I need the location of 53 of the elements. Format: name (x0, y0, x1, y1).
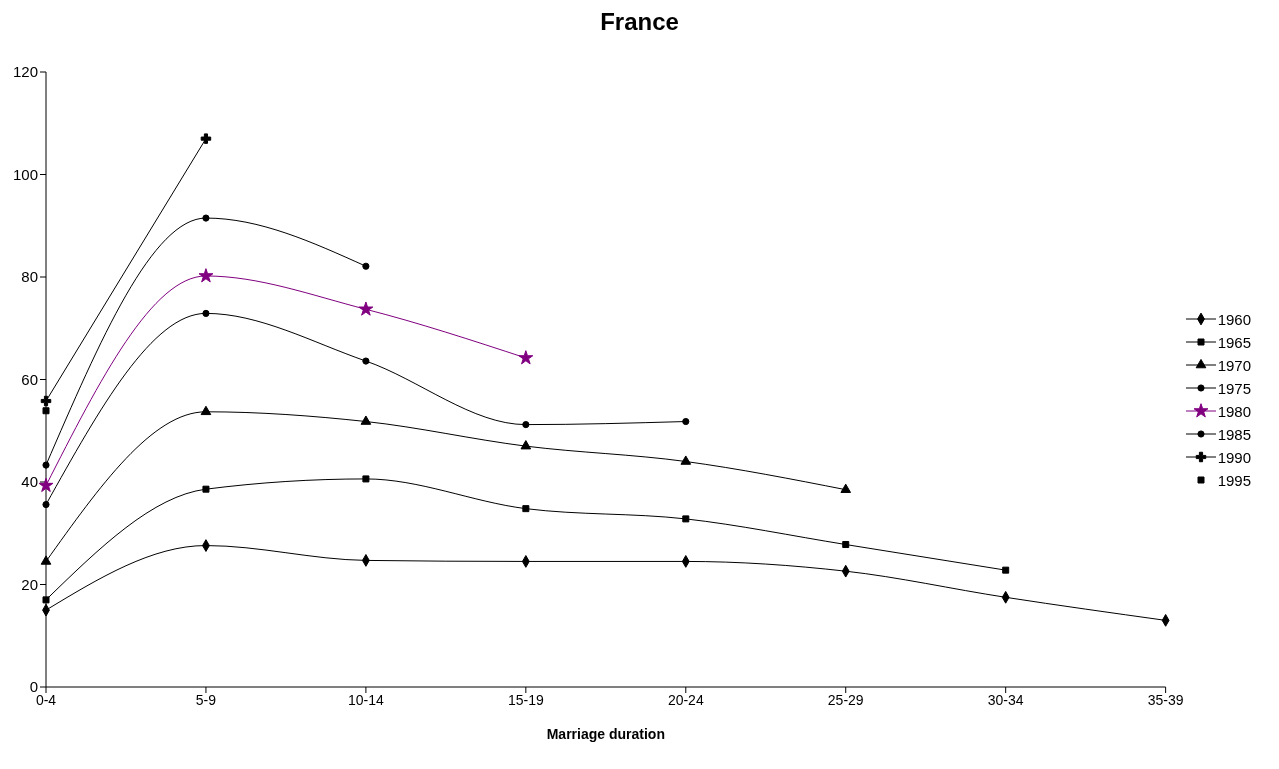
point (202, 485, 210, 493)
x-tick-label: 30-34 (987, 691, 1024, 708)
point (680, 455, 692, 465)
point (520, 440, 532, 450)
point (200, 133, 212, 144)
x-tick-label: 5-9 (195, 691, 217, 708)
x-tick-label: 15-19 (507, 691, 544, 708)
legend-label: 1995 (1217, 471, 1251, 489)
x-tick-label: 10-14 (347, 691, 385, 708)
legend-label: 1985 (1217, 425, 1251, 443)
point (360, 415, 372, 425)
point (198, 268, 214, 283)
y-tick-label: 0 (29, 678, 38, 696)
point (362, 475, 370, 483)
point (362, 357, 370, 365)
point (202, 214, 210, 222)
point (522, 421, 530, 429)
point (1002, 566, 1010, 574)
legend-label: 1980 (1217, 402, 1251, 420)
point (200, 405, 212, 416)
point (840, 483, 852, 493)
y-tick-label: 40 (21, 473, 38, 491)
point (522, 505, 530, 513)
y-tick-label: 100 (12, 165, 38, 183)
legend-label: 1975 (1217, 379, 1251, 397)
point (42, 461, 50, 469)
point (682, 417, 690, 426)
point (358, 301, 374, 316)
point (40, 555, 52, 565)
point (40, 395, 52, 407)
point (42, 596, 50, 604)
point (518, 350, 534, 365)
x-tick-label: 20-24 (667, 691, 704, 708)
y-tick-label: 20 (21, 575, 38, 593)
legend-label: 1990 (1217, 448, 1251, 466)
x-axis-title: Marriage duration (546, 726, 665, 742)
point (842, 541, 850, 549)
y-tick-label: 80 (21, 268, 38, 286)
chart-title: France (599, 8, 680, 37)
point (362, 262, 370, 270)
x-tick-label: 0-4 (35, 691, 57, 708)
legend-label: 1970 (1217, 356, 1251, 374)
x-tick-label: 35-39 (1147, 691, 1184, 708)
y-tick-label: 120 (12, 63, 38, 81)
point (42, 500, 50, 509)
legend-label: 1965 (1217, 333, 1251, 351)
x-tick-label: 25-29 (827, 691, 864, 708)
point (42, 407, 50, 415)
legend-label: 1960 (1217, 310, 1251, 328)
point (38, 477, 54, 492)
point (202, 309, 210, 317)
point (682, 515, 690, 523)
y-tick-label: 60 (21, 370, 38, 388)
